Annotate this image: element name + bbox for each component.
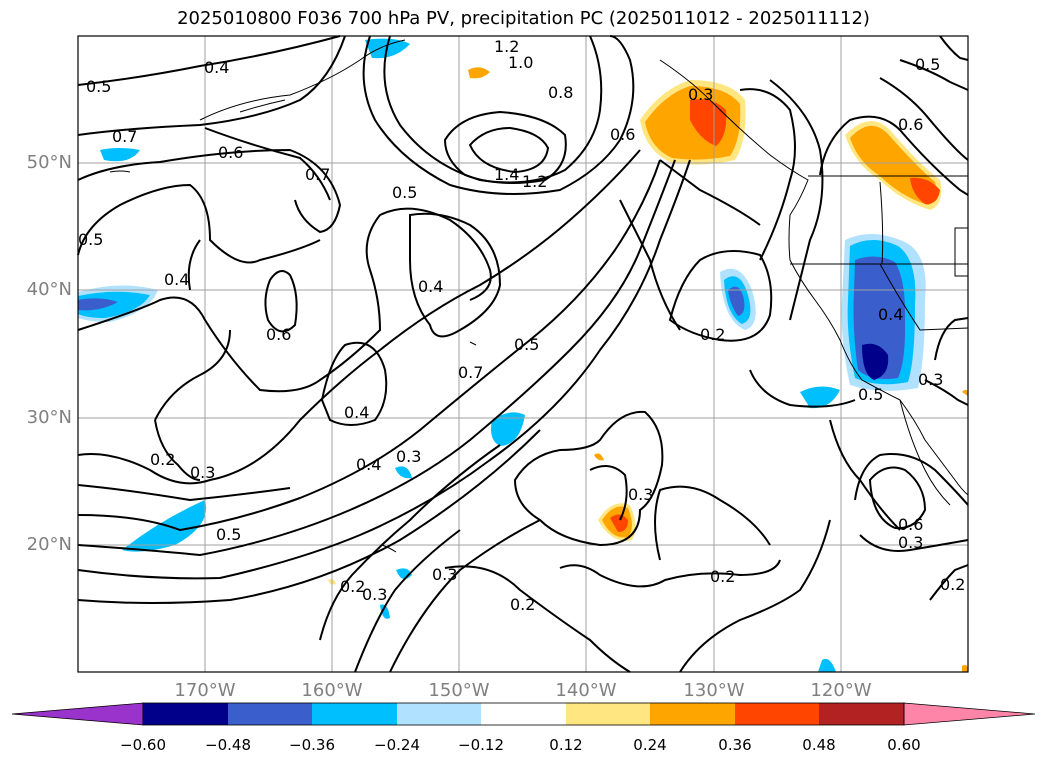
contour-label: 0.3 (432, 565, 457, 584)
contour-label: 0.6 (218, 143, 243, 162)
colorbar-extend-high (903, 702, 1036, 726)
map-title: 2025010800 F036 700 hPa PV, precipitatio… (177, 8, 870, 29)
contour-label: 0.3 (918, 370, 943, 389)
pv-contours (77, 35, 969, 673)
colorbar-segment (481, 703, 566, 725)
colorbar-segment (650, 703, 735, 725)
graticule (78, 36, 968, 672)
contour-label: 0.4 (164, 270, 189, 289)
contour-label: 0.3 (688, 85, 713, 104)
coastlines (109, 39, 969, 553)
colorbar-tick: −0.36 (289, 736, 335, 754)
contour-label: 0.8 (548, 83, 573, 102)
contour-label: 1.0 (508, 53, 533, 72)
colorbar-segment (566, 703, 650, 725)
contour-label: 0.2 (700, 325, 725, 344)
contour-label: 1.2 (494, 37, 519, 56)
lat-label-50n: 50°N (26, 152, 72, 173)
lon-label-130w: 130°W (683, 680, 745, 701)
lon-label-140w: 140°W (555, 680, 617, 701)
colorbar-segment (312, 703, 397, 725)
contour-label: 0.5 (86, 77, 111, 96)
contour-label: 0.2 (340, 577, 365, 596)
colorbar-segment (735, 703, 819, 725)
contour-label: 1.2 (522, 172, 547, 191)
contour-label: 0.3 (898, 533, 923, 552)
contour-label: 0.2 (710, 567, 735, 586)
contour-label: 0.5 (514, 335, 539, 354)
colorbar-segment (819, 703, 904, 725)
colorbar-tick: 0.36 (718, 736, 752, 754)
colorbar-tick: 0.12 (549, 736, 583, 754)
colorbar-extend-low (11, 702, 144, 726)
contour-label: 0.2 (510, 595, 535, 614)
colorbar-segment (228, 703, 312, 725)
contour-label: 0.6 (898, 115, 923, 134)
map-frame (77, 35, 969, 673)
colorbar-tick: −0.12 (458, 736, 504, 754)
contour-label: 0.7 (305, 165, 330, 184)
colorbar-tick: 0.60 (887, 736, 921, 754)
contour-label: 0.4 (344, 403, 369, 422)
colorbar-tick: −0.48 (205, 736, 251, 754)
lon-label-120w: 120°W (810, 680, 872, 701)
contour-label: 0.5 (216, 525, 241, 544)
contour-label: 0.6 (610, 125, 635, 144)
contour-label: 0.5 (392, 183, 417, 202)
positive-precip-shading (328, 67, 968, 672)
contour-label: 0.3 (628, 485, 653, 504)
contour-label: 0.6 (266, 325, 291, 344)
contour-label: 0.4 (418, 277, 443, 296)
contour-label: 0.3 (190, 463, 215, 482)
contour-label: 0.2 (940, 575, 965, 594)
contour-label: 0.4 (356, 455, 381, 474)
contour-label: 0.7 (112, 127, 137, 146)
colorbar (11, 702, 1036, 726)
negative-precip-shading (78, 38, 926, 672)
lat-label-20n: 20°N (26, 534, 72, 555)
lat-label-30n: 30°N (26, 407, 72, 428)
colorbar-tick: 0.24 (633, 736, 667, 754)
colorbar-tick: −0.24 (374, 736, 420, 754)
contour-label: 0.5 (78, 230, 103, 249)
colorbar-segment (143, 703, 228, 725)
contour-labels: 0.4 0.5 0.7 0.6 0.7 0.5 0.5 1.2 1.0 0.8 … (78, 37, 965, 614)
contour-label: 0.5 (915, 55, 940, 74)
contour-label: 0.4 (878, 305, 903, 324)
contour-label: 0.4 (204, 58, 229, 77)
contour-label: 0.6 (898, 515, 923, 534)
colorbar-tick: 0.48 (802, 736, 836, 754)
contour-label: 0.3 (362, 585, 387, 604)
colorbar-tick: −0.60 (120, 736, 166, 754)
lon-label-150w: 150°W (428, 680, 490, 701)
lat-label-40n: 40°N (26, 279, 72, 300)
contour-label: 0.5 (858, 385, 883, 404)
contour-label: 0.7 (458, 363, 483, 382)
contour-label: 0.2 (150, 450, 175, 469)
contour-label: 0.3 (396, 447, 421, 466)
lon-label-160w: 160°W (301, 680, 363, 701)
map-area (78, 36, 968, 672)
lon-label-170w: 170°W (174, 680, 236, 701)
colorbar-segment (397, 703, 481, 725)
contour-label: 1.4 (494, 165, 519, 184)
